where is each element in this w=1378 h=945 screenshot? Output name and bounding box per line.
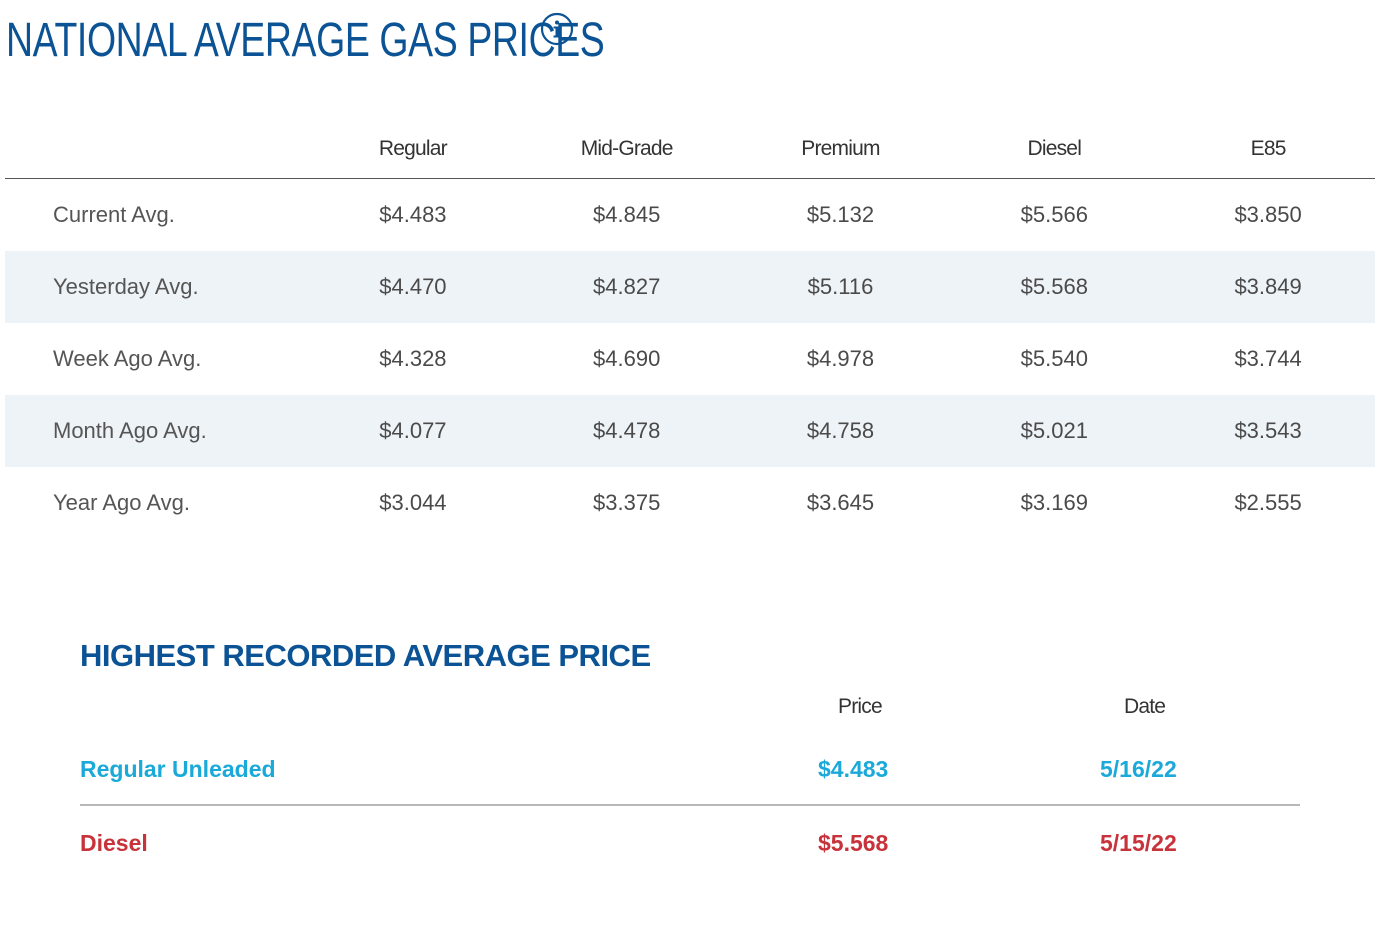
column-header-e85: E85 (1161, 120, 1375, 179)
row-label: Yesterday Avg. (5, 251, 306, 323)
row-label: Current Avg. (53, 202, 175, 227)
price-cell: $3.744 (1234, 346, 1302, 371)
info-icon[interactable] (540, 12, 574, 46)
price-cell: $5.566 (1020, 202, 1088, 227)
divider (80, 804, 1300, 806)
gas-prices-table: Regular Mid-Grade Premium Diesel E85 Cur… (5, 120, 1375, 539)
record-label: Regular Unleaded (80, 756, 276, 782)
price-cell: $5.568 (947, 251, 1162, 323)
page-title: NATIONAL AVERAGE GAS PRICES (6, 14, 605, 67)
price-cell: $5.021 (947, 395, 1162, 467)
price-column-header: Price (838, 695, 883, 718)
table-row-current: Current Avg. $4.483 $4.845 $5.132 $5.566… (5, 179, 1375, 252)
price-cell: $4.470 (306, 251, 520, 323)
record-price: $4.483 (818, 756, 889, 782)
table-row-month-ago: Month Ago Avg. $4.077 $4.478 $4.758 $5.0… (5, 395, 1375, 467)
price-cell: $4.827 (519, 251, 734, 323)
row-label: Year Ago Avg. (53, 490, 191, 515)
price-cell: $4.328 (379, 346, 447, 371)
row-label: Week Ago Avg. (53, 346, 202, 371)
table-row-year-ago: Year Ago Avg. $3.044 $3.375 $3.645 $3.16… (5, 467, 1375, 539)
column-header-label (5, 120, 306, 179)
price-cell: $5.540 (1020, 346, 1088, 371)
price-cell: $4.077 (306, 395, 520, 467)
price-cell: $5.116 (733, 251, 948, 323)
highest-recorded-title: HIGHEST RECORDED AVERAGE PRICE (80, 638, 651, 673)
row-label: Month Ago Avg. (5, 395, 306, 467)
price-cell: $3.169 (1020, 490, 1088, 515)
column-header-premium: Premium (733, 120, 948, 179)
column-header-regular: Regular (306, 120, 520, 179)
price-cell: $3.543 (1161, 395, 1375, 467)
price-cell: $3.375 (593, 490, 661, 515)
price-cell: $4.758 (733, 395, 948, 467)
price-cell: $2.555 (1234, 490, 1302, 515)
table-header-row: Regular Mid-Grade Premium Diesel E85 (5, 120, 1375, 179)
record-price: $5.568 (818, 830, 889, 856)
record-row-regular-unleaded: Regular Unleaded $4.483 5/16/22 (80, 748, 1300, 788)
price-cell: $3.645 (806, 490, 875, 515)
record-label: Diesel (80, 830, 148, 856)
price-cell: $3.850 (1234, 202, 1302, 227)
price-cell: $4.478 (519, 395, 734, 467)
table-row-yesterday: Yesterday Avg. $4.470 $4.827 $5.116 $5.5… (5, 251, 1375, 323)
record-date: 5/16/22 (1100, 756, 1177, 782)
table-row-week-ago: Week Ago Avg. $4.328 $4.690 $4.978 $5.54… (5, 323, 1375, 395)
record-date: 5/15/22 (1100, 830, 1177, 856)
column-header-mid-grade: Mid-Grade (519, 120, 734, 179)
price-cell: $3.044 (379, 490, 447, 515)
price-cell: $3.849 (1161, 251, 1375, 323)
price-cell: $4.845 (593, 202, 661, 227)
price-cell: $5.132 (806, 202, 875, 227)
price-cell: $4.978 (806, 346, 875, 371)
column-header-diesel: Diesel (947, 120, 1162, 179)
date-column-header: Date (1124, 695, 1166, 718)
price-cell: $4.483 (379, 202, 447, 227)
price-cell: $4.690 (593, 346, 661, 371)
record-row-diesel: Diesel $5.568 5/15/22 (80, 822, 1300, 862)
